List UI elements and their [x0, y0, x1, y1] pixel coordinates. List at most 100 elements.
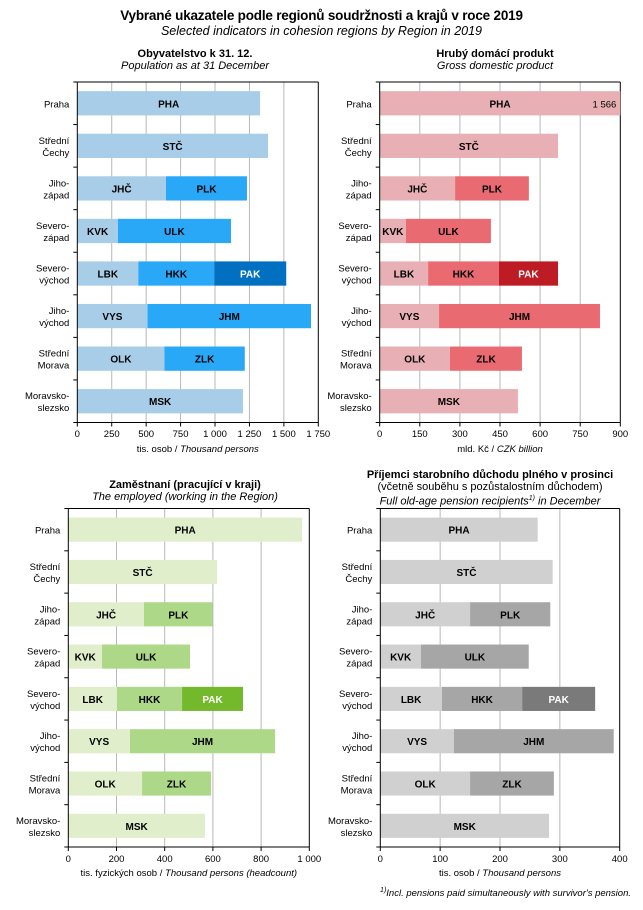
- employed-bar-label: PHA: [175, 526, 196, 537]
- employed-x-tick-label: 1 000: [297, 854, 321, 865]
- employed-bar-olk: [68, 771, 143, 796]
- pension-bar-msk: [380, 813, 550, 838]
- population-category-label: východ: [39, 318, 69, 329]
- pension-x-tick-label: 300: [552, 854, 568, 865]
- gdp-x-axis-title-cz: mld. Kč /: [457, 444, 497, 455]
- pension-bar-label: JHČ: [415, 608, 435, 621]
- population-bar-label: PHA: [158, 99, 179, 110]
- employed-bar-label: KVK: [75, 653, 97, 664]
- pension-subtitle-text: Full old-age pension recipients: [379, 495, 529, 508]
- gdp-category-label: západ: [346, 190, 372, 201]
- gdp-bar-label: KVK: [382, 227, 404, 238]
- population-bar-pak: [214, 261, 287, 286]
- pension-bar-label: STČ: [456, 566, 476, 579]
- population-bar-label: HKK: [165, 270, 187, 281]
- gdp-bar-label: STČ: [459, 140, 479, 153]
- pension-bar-olk: [380, 771, 471, 796]
- population-category-label: Severo-: [36, 221, 69, 232]
- pension-bar-pak: [522, 686, 596, 711]
- gdp-chart-title: Hrubý domácí produkt Gross domestic prod…: [350, 48, 640, 72]
- population-category-label: Střední: [39, 349, 70, 360]
- population-x-tick-label: 750: [173, 429, 189, 440]
- gdp-category-label: Morava: [340, 361, 372, 372]
- gdp-x-tick-label: 0: [377, 429, 382, 440]
- population-bar-label: PAK: [240, 270, 261, 281]
- population-category-label: západ: [43, 233, 69, 244]
- population-bar-stč: [77, 133, 269, 158]
- pension-bar-hkk: [441, 686, 523, 711]
- pension-bar-label: PLK: [500, 610, 521, 621]
- employed-bar-kvk: [68, 644, 103, 669]
- gdp-category-label: Severo-: [338, 221, 371, 232]
- population-title: Obyvatelstvo k 31. 12.: [137, 48, 253, 60]
- employed-x-tick-label: 400: [157, 854, 173, 865]
- pension-bar-jhč: [380, 602, 471, 627]
- gdp-bar-pak: [498, 261, 559, 286]
- employed-bar-label: OLK: [95, 780, 117, 791]
- gdp-bar-label: ZLK: [476, 355, 496, 366]
- population-bar-label: VYS: [102, 312, 122, 323]
- pension-category-label: Střední: [342, 774, 373, 785]
- pension-bar-label: VYS: [407, 737, 427, 748]
- employed-category-label: západ: [34, 616, 60, 627]
- pension-chart-title: Příjemci starobního důchodu plného v pro…: [340, 469, 640, 508]
- footnote-text: Incl. pensions paid simultaneously with …: [386, 888, 631, 900]
- employed-category-label: Jiho-: [40, 731, 61, 742]
- pension-x-tick-label: 0: [378, 854, 383, 865]
- employed-x-tick-label: 600: [205, 854, 221, 865]
- population-bar-olk: [77, 346, 165, 371]
- pension-bar-label: ZLK: [502, 780, 522, 791]
- gdp-bar-ulk: [405, 218, 491, 244]
- pension-bar-label: LBK: [401, 695, 422, 706]
- pension-category-label: východ: [342, 701, 372, 712]
- gdp-category-label: východ: [342, 318, 372, 329]
- pension-bar-zlk: [470, 771, 554, 796]
- pension-category-label: slezsko: [341, 828, 373, 839]
- employed-bar-msk: [68, 813, 205, 838]
- gdp-category-label: Moravsko-: [327, 391, 371, 402]
- gdp-category-label: Čechy: [345, 148, 372, 159]
- population-x-tick-label: 0: [75, 429, 80, 440]
- population-x-tick-label: 1 000: [203, 429, 227, 440]
- population-bar-label: MSK: [149, 397, 172, 408]
- population-bar-ulk: [117, 218, 231, 244]
- employed-subtitle: The employed (working in the Region): [92, 491, 278, 503]
- employed-bar-label: JHM: [192, 737, 213, 748]
- population-bar-label: PLK: [196, 184, 217, 195]
- employed-category-label: Střední: [30, 562, 61, 573]
- gdp-bar-label: JHM: [509, 312, 530, 323]
- gdp-bar-label: PLK: [482, 184, 503, 195]
- gdp-x-tick-label: 600: [532, 429, 548, 440]
- population-x-tick-label: 1 500: [272, 429, 296, 440]
- population-bar-label: STČ: [163, 140, 183, 153]
- gdp-bar-stč: [379, 133, 559, 158]
- pension-bar-stč: [380, 559, 553, 585]
- population-category-label: Morava: [38, 361, 70, 372]
- population-bar-hkk: [138, 261, 215, 286]
- gdp-category-label: Severo-: [338, 264, 371, 275]
- employed-category-label: Severo-: [27, 647, 60, 658]
- population-x-axis-title-en: Thousand persons: [180, 444, 259, 455]
- gdp-title: Hrubý domácí produkt: [436, 48, 554, 60]
- pension-bar-label: KVK: [390, 653, 412, 664]
- employed-category-label: slezsko: [29, 828, 61, 839]
- employed-category-label: východ: [30, 743, 60, 754]
- employed-category-label: Morava: [29, 786, 61, 797]
- pension-x-axis-title-en: Thousand persons: [482, 868, 561, 879]
- gdp-category-label: Jiho-: [351, 306, 372, 317]
- gdp-bar-jhm: [439, 303, 600, 329]
- population-bar-label: JHM: [219, 312, 240, 323]
- pension-bar-label: JHM: [523, 737, 544, 748]
- population-category-label: Jiho-: [49, 306, 70, 317]
- gdp-category-label: Praha: [346, 99, 372, 110]
- gdp-x-tick-label: 450: [492, 429, 508, 440]
- pension-subtitle-tail: in December: [535, 495, 601, 508]
- pension-bar-label: PAK: [548, 695, 569, 706]
- population-bar-label: OLK: [110, 355, 132, 366]
- gdp-bar-msk: [379, 389, 518, 414]
- population-bar-label: ULK: [164, 227, 185, 238]
- employed-bar-label: ULK: [136, 653, 157, 664]
- pension-x-axis-title-cz: tis. osob /: [439, 868, 482, 879]
